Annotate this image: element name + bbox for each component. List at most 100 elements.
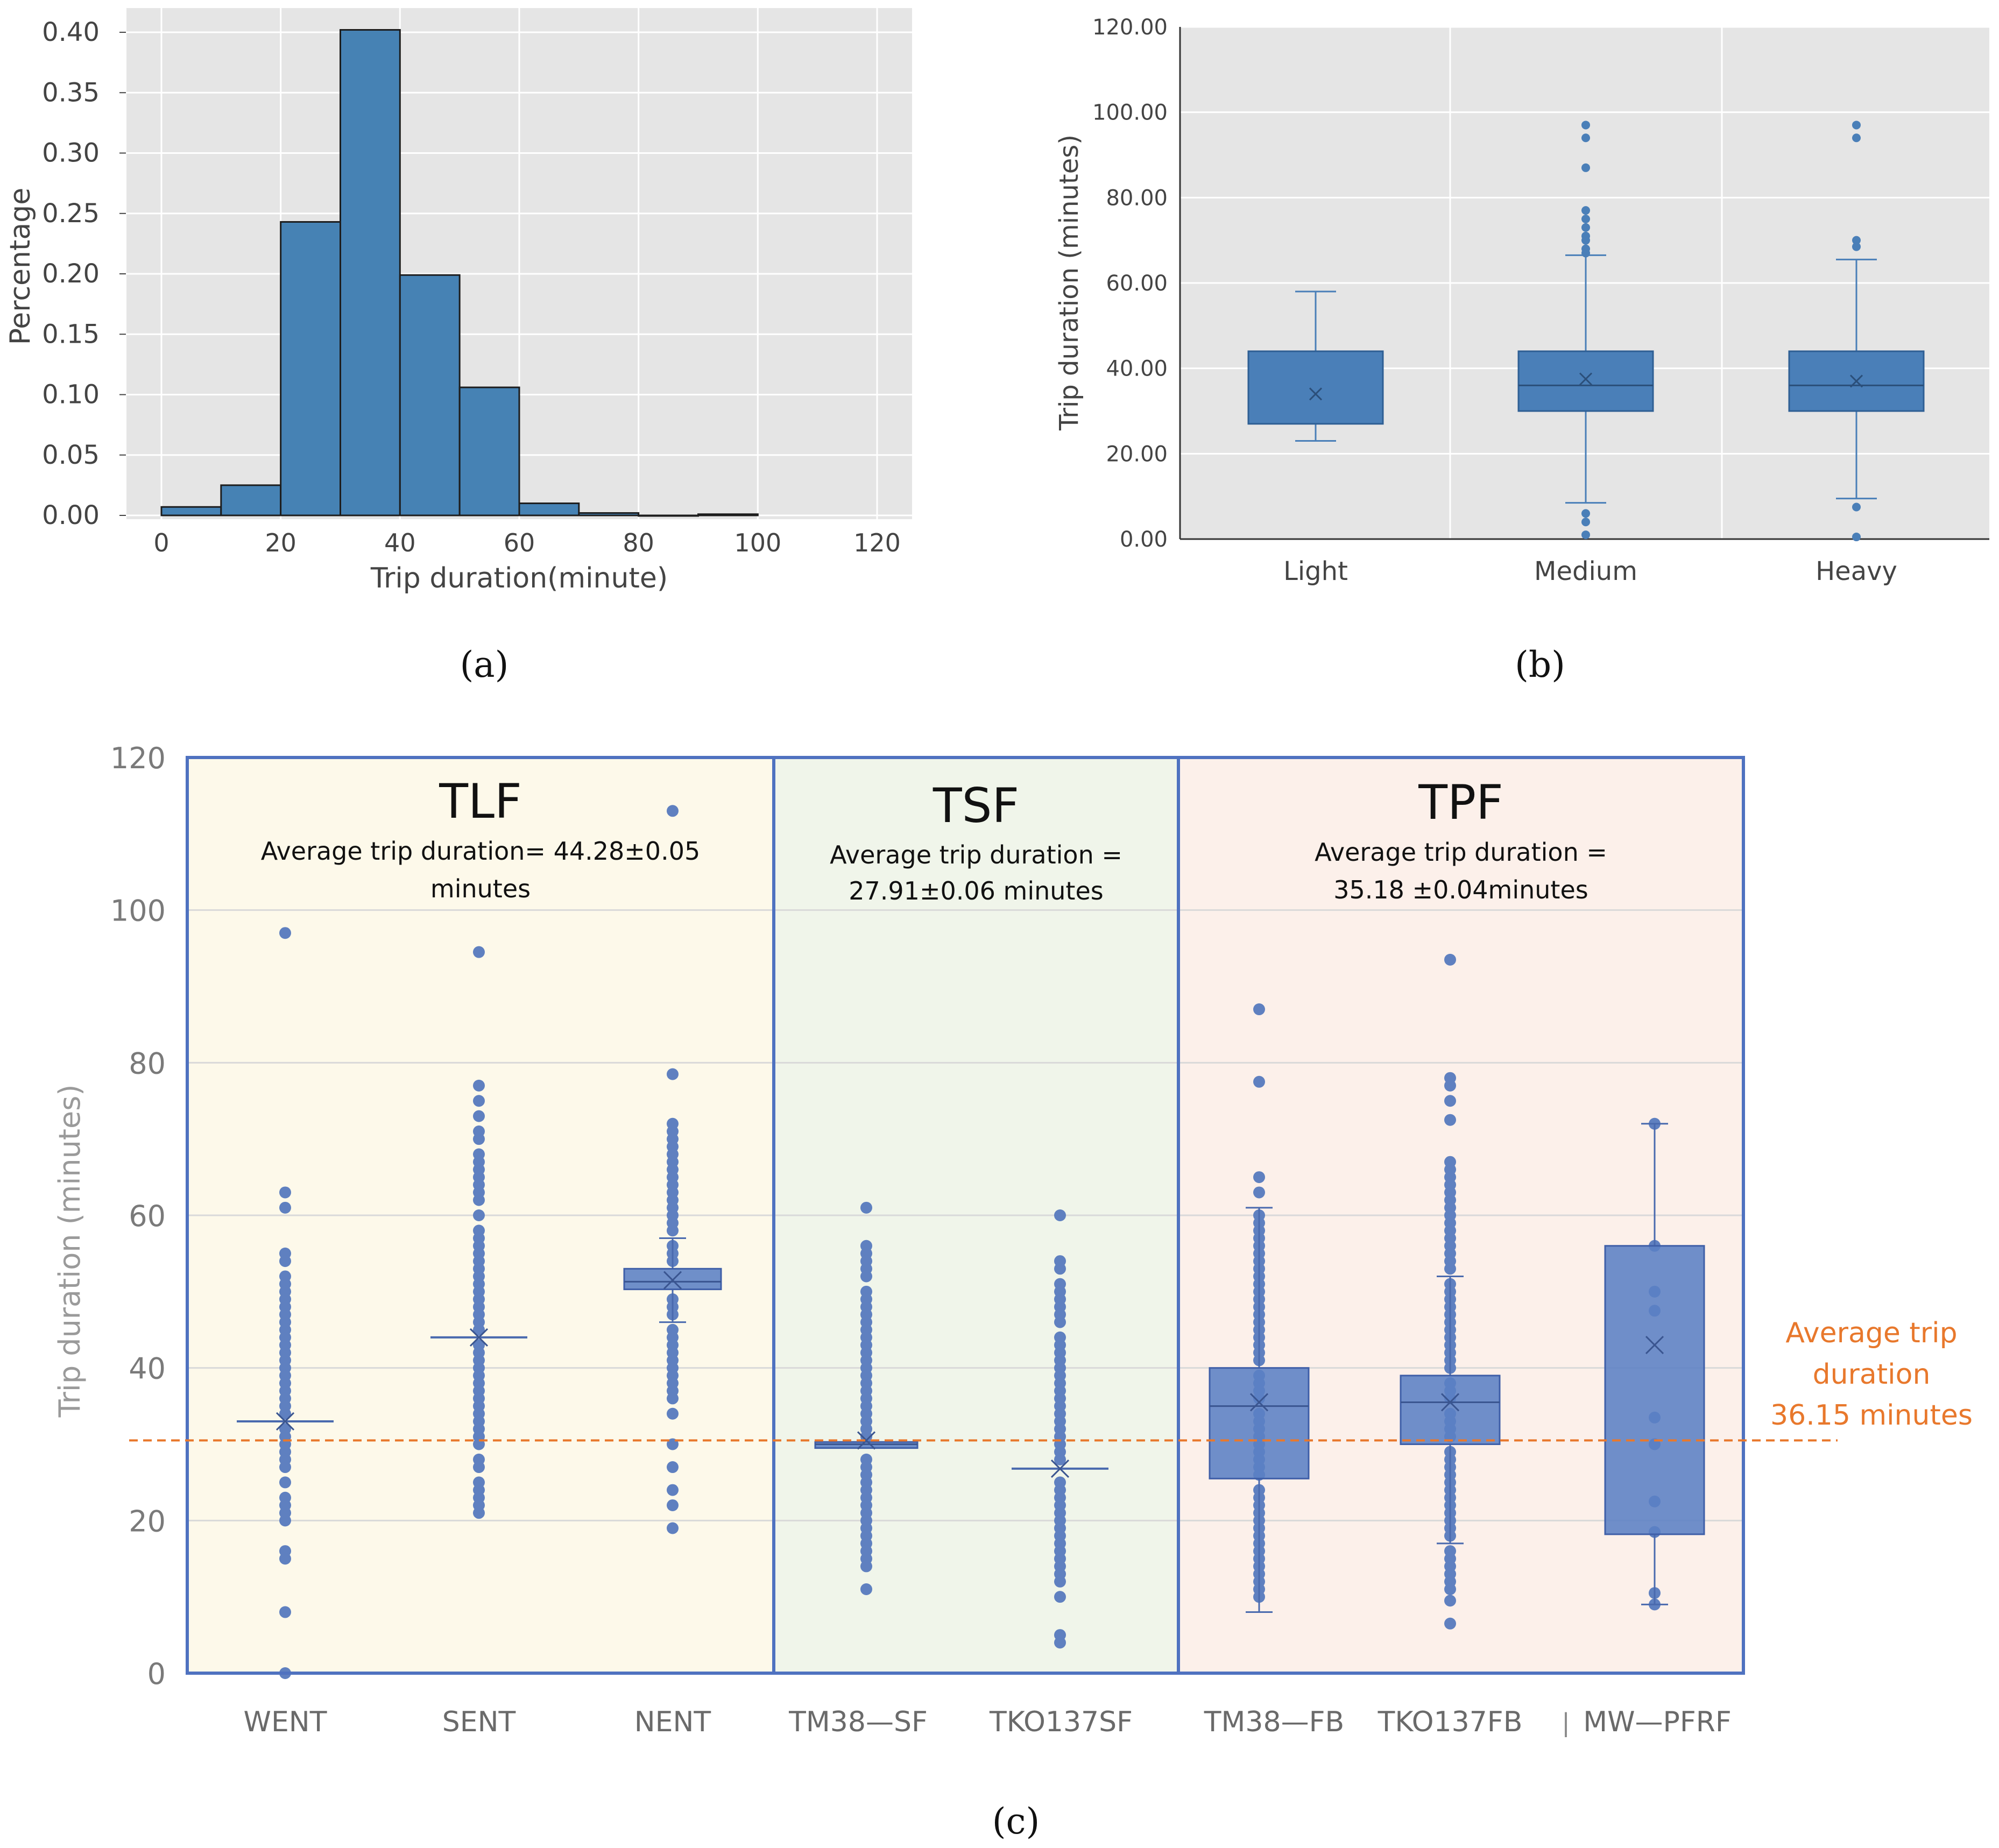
chart-c-x-tick-label: NENT bbox=[634, 1706, 711, 1738]
chart-c-data-point bbox=[667, 1224, 679, 1237]
chart-c-data-point bbox=[860, 1201, 872, 1214]
chart-c-data-point bbox=[473, 1133, 485, 1145]
chart-c-y-tick-label: 0 bbox=[147, 1657, 166, 1691]
chart-c-data-point bbox=[279, 1407, 291, 1420]
average-line-label-3: 36.15 minutes bbox=[1770, 1399, 1973, 1432]
chart-a-x-tick-label: 120 bbox=[853, 528, 901, 557]
chart-c-data-point bbox=[279, 1201, 291, 1214]
chart-c-data-point bbox=[1054, 1263, 1066, 1275]
chart-c-data-point bbox=[1444, 1095, 1456, 1107]
chart-c-data-point bbox=[667, 1484, 679, 1496]
group-title-tlf: TLF bbox=[439, 774, 521, 829]
chart-b-y-tick-label: 100.00 bbox=[1092, 101, 1168, 125]
chart-a-y-tick-label: 0.25 bbox=[42, 199, 100, 229]
chart-c-box bbox=[1400, 1375, 1501, 1446]
chart-c-x-tick-label: TM38—SF bbox=[788, 1706, 928, 1738]
chart-c-data-point bbox=[473, 946, 485, 958]
chart-a-bar bbox=[340, 29, 401, 516]
chart-c-x-tick-label: TKO137SF bbox=[989, 1706, 1133, 1738]
chart-b-y-tick-label: 20.00 bbox=[1106, 442, 1168, 466]
chart-a-bar bbox=[458, 386, 520, 516]
chart-c-data-point bbox=[473, 1095, 485, 1107]
chart-c-mean-marker bbox=[469, 1328, 489, 1347]
chart-c-y-tick-label: 80 bbox=[129, 1046, 166, 1080]
chart-a-x-tick-label: 0 bbox=[153, 528, 169, 557]
chart-c-mean-marker bbox=[663, 1271, 682, 1290]
chart-b-outlier-point bbox=[1852, 236, 1861, 245]
chart-b-outlier-point bbox=[1581, 206, 1590, 215]
chart-c-mean-marker bbox=[276, 1412, 295, 1431]
chart-c-x-tick-label: WENT bbox=[244, 1706, 327, 1738]
chart-a-y-tick-label: 0.15 bbox=[42, 319, 100, 349]
chart-b-outlier-point bbox=[1581, 249, 1590, 258]
chart-b-y-tick-label: 120.00 bbox=[1092, 15, 1168, 40]
chart-a-x-tick-label: 40 bbox=[384, 528, 416, 557]
chart-c-mean-marker bbox=[1440, 1393, 1460, 1412]
chart-a-bar bbox=[399, 274, 461, 516]
chart-c-data-point bbox=[473, 1110, 485, 1122]
chart-c-data-point bbox=[1444, 1079, 1456, 1092]
chart-a-y-tick-label: 0.00 bbox=[42, 500, 100, 530]
chart-c-data-point bbox=[279, 1553, 291, 1565]
chart-c-data-point bbox=[667, 1499, 679, 1511]
chart-b-y-tick-label: 0.00 bbox=[1120, 527, 1168, 552]
chart-c-x-tick-label: SENT bbox=[442, 1706, 516, 1738]
group-average-tpf-line2: 35.18 ±0.04minutes bbox=[1333, 875, 1588, 904]
chart-c-data-point bbox=[279, 1186, 291, 1199]
chart-b-outlier-point bbox=[1581, 121, 1590, 130]
chart-c-data-point bbox=[473, 1323, 485, 1336]
chart-a-x-axis-label: Trip duration(minute) bbox=[370, 562, 668, 594]
chart-c-data-point bbox=[473, 1461, 485, 1474]
chart-c-data-point bbox=[1054, 1316, 1066, 1328]
chart-a-y-tick-label: 0.30 bbox=[42, 138, 100, 168]
chart-a-histogram: 0 20 40 60 80 100 120 0.00 0.05 0.10 0.15 0.20 0.25 0… bbox=[4, 8, 912, 594]
chart-c-x-tick-label: TM38—FB bbox=[1204, 1706, 1344, 1738]
chart-c-data-point bbox=[667, 1461, 679, 1474]
group-average-tlf-line1: Average trip duration= 44.28±0.05 bbox=[261, 837, 700, 866]
chart-c-data-point bbox=[667, 1407, 679, 1420]
chart-c-data-point bbox=[1444, 1617, 1456, 1630]
chart-a-bar bbox=[160, 506, 222, 516]
chart-b-mean-marker bbox=[1309, 387, 1323, 401]
chart-c-box bbox=[1209, 1367, 1310, 1479]
chart-b-outlier-point bbox=[1581, 133, 1590, 143]
chart-c-data-point bbox=[1444, 1583, 1456, 1595]
chart-b-outlier-point bbox=[1581, 223, 1590, 232]
group-average-tlf-line2: minutes bbox=[430, 874, 531, 903]
chart-c-data-point bbox=[1054, 1209, 1066, 1221]
chart-c-data-point bbox=[279, 1255, 291, 1268]
chart-b-y-tick-label: 40.00 bbox=[1106, 357, 1168, 381]
chart-b-outlier-point bbox=[1581, 518, 1590, 527]
chart-c-mean-marker bbox=[1645, 1336, 1664, 1355]
panel-label-b: (b) bbox=[1515, 644, 1565, 685]
chart-b-outlier-point bbox=[1852, 502, 1861, 512]
group-average-tsf-line2: 27.91±0.06 minutes bbox=[849, 876, 1103, 905]
chart-c-data-point bbox=[667, 805, 679, 817]
chart-c-data-point bbox=[667, 1392, 679, 1405]
group-title-tpf: TPF bbox=[1418, 775, 1503, 830]
chart-a-y-tick-label: 0.05 bbox=[42, 440, 100, 470]
chart-c-data-point bbox=[1444, 1263, 1456, 1275]
chart-c-data-point bbox=[860, 1270, 872, 1283]
chart-c-data-point bbox=[1054, 1591, 1066, 1603]
chart-a-bar bbox=[220, 484, 282, 516]
group-average-tsf-line1: Average trip duration = bbox=[830, 840, 1122, 869]
chart-b-outlier-point bbox=[1852, 133, 1861, 143]
chart-c-mean-marker bbox=[1050, 1459, 1070, 1478]
group-title-tsf: TSF bbox=[933, 778, 1019, 833]
chart-a-bar bbox=[518, 502, 580, 516]
chart-a-x-tick-label: 20 bbox=[265, 528, 296, 557]
chart-c-data-point bbox=[279, 927, 291, 939]
chart-c-data-point bbox=[279, 1606, 291, 1618]
chart-c-box bbox=[623, 1268, 722, 1291]
chart-c-data-point bbox=[1253, 1171, 1265, 1184]
chart-c-data-point bbox=[473, 1507, 485, 1519]
chart-a-y-tick-label: 0.10 bbox=[42, 380, 100, 410]
chart-c-x-tick-label: TKO137FB bbox=[1378, 1706, 1523, 1738]
x-axis-separator: | bbox=[1562, 1708, 1570, 1738]
average-line-label-2: duration bbox=[1813, 1358, 1931, 1391]
chart-c-x-tick-label: MW—PFRF bbox=[1583, 1706, 1732, 1738]
chart-b-mean-marker bbox=[1849, 374, 1863, 388]
chart-c-data-point bbox=[1054, 1453, 1066, 1465]
chart-c-data-point bbox=[473, 1209, 485, 1221]
